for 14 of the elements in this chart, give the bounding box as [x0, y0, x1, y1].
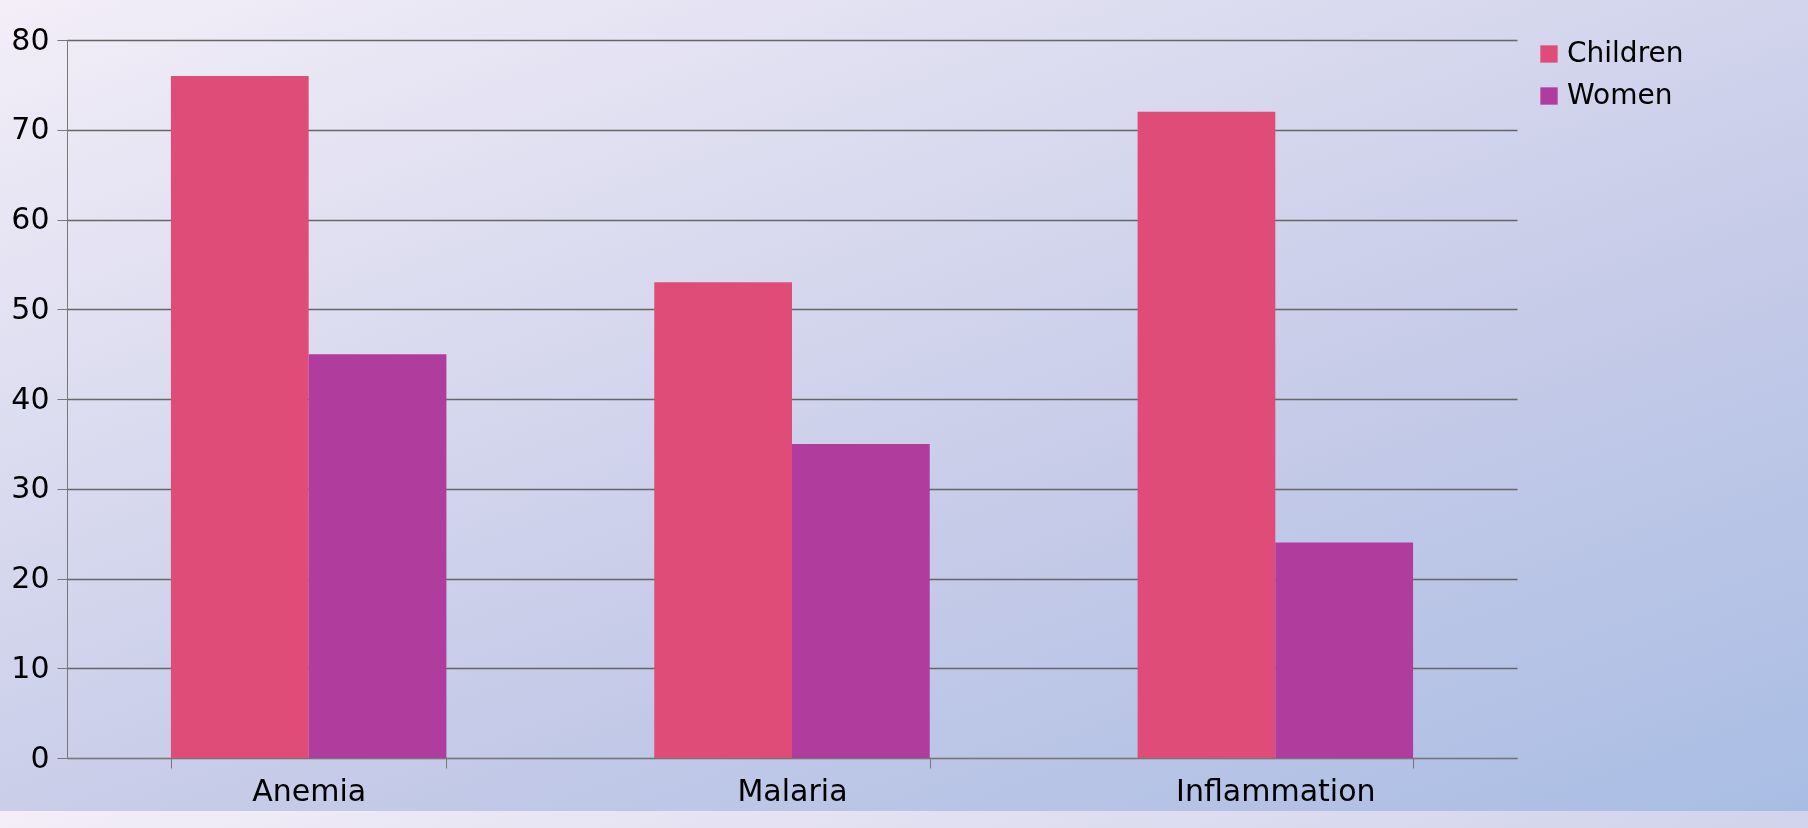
legend-label: Women	[1567, 78, 1673, 111]
y-tick-label: 30	[11, 470, 50, 506]
x-tick-label: Malaria	[737, 772, 848, 808]
y-tick-label: 60	[11, 201, 50, 236]
x-tick-label: Anemia	[252, 772, 367, 808]
y-tick-label: 80	[11, 21, 50, 57]
y-tick-label: 50	[11, 290, 50, 326]
y-tick-label: 20	[11, 560, 50, 595]
legend-label: Children	[1567, 36, 1684, 69]
y-tick-label: 10	[11, 649, 50, 685]
x-tick-label: Inflammation	[1176, 772, 1376, 808]
y-tick-label: 70	[11, 111, 50, 147]
y-tick-label: 40	[11, 380, 50, 416]
y-tick-label: 0	[30, 739, 50, 775]
